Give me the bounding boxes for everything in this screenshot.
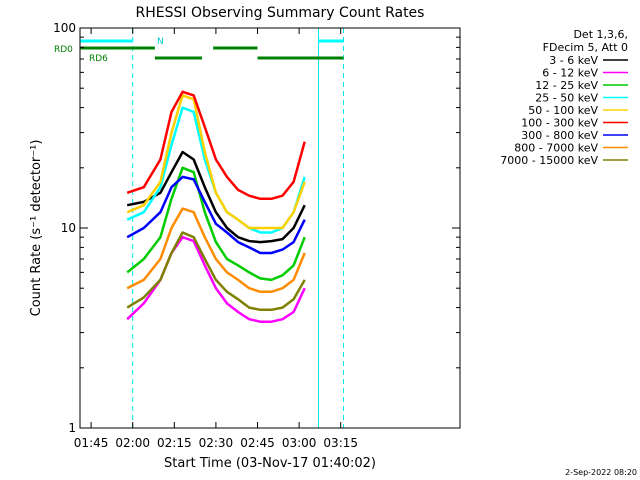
legend-label-0: 3 - 6 keV xyxy=(549,54,598,67)
y-tick-label-2: 100 xyxy=(53,21,76,35)
legend-label-4: 50 - 100 keV xyxy=(528,104,598,117)
x-axis-ticks: 01:45 02:00 02:15 02:30 02:45 03:00 03:15 xyxy=(74,28,358,450)
x-tick-label-5: 03:00 xyxy=(282,436,317,450)
x-tick-label-2: 02:15 xyxy=(157,436,192,450)
x-axis-label: Start Time (03-Nov-17 01:40:02) xyxy=(164,456,376,471)
y-axis-ticks: 1 10 100 xyxy=(53,21,460,435)
footer-timestamp: 2-Sep-2022 08:20 xyxy=(565,468,637,477)
series-line-6 xyxy=(126,175,306,255)
y-axis-label: Count Rate (s⁻¹ detector⁻¹) xyxy=(29,140,44,317)
chart-marks-group: N RD0 RD6 xyxy=(54,28,345,428)
series-line-8 xyxy=(126,231,306,312)
chart-title: RHESSI Observing Summary Count Rates xyxy=(136,5,425,21)
series-line-4 xyxy=(126,94,306,230)
series-line-2 xyxy=(126,166,306,282)
legend-label-5: 100 - 300 keV xyxy=(521,117,598,130)
x-tick-label-6: 03:15 xyxy=(323,436,358,450)
x-tick-label-1: 02:00 xyxy=(115,436,150,450)
series-line-0 xyxy=(126,150,306,244)
legend-label-8: 7000 - 15000 keV xyxy=(500,154,598,167)
legend-label-1: 6 - 12 keV xyxy=(542,67,598,80)
legend-label-2: 12 - 25 keV xyxy=(535,79,598,92)
legend-header-line-2: FDecim 5, Att 0 xyxy=(543,41,628,54)
status-label-rd0: RD0 xyxy=(54,45,73,55)
legend-label-3: 25 - 50 keV xyxy=(535,92,598,105)
y-tick-label-1: 10 xyxy=(61,221,76,235)
status-label-rd6: RD6 xyxy=(89,54,108,64)
x-tick-label-3: 02:30 xyxy=(199,436,234,450)
series-line-5 xyxy=(126,90,306,201)
y-tick-label-0: 1 xyxy=(68,421,76,435)
legend-label-6: 300 - 800 keV xyxy=(521,129,598,142)
status-label-n: N xyxy=(157,37,164,47)
legend-label-7: 800 - 7000 keV xyxy=(514,142,598,155)
legend-header-line-1: Det 1,3,6, xyxy=(573,28,628,41)
x-tick-label-0: 01:45 xyxy=(74,436,109,450)
x-tick-label-4: 02:45 xyxy=(240,436,275,450)
series-line-7 xyxy=(126,207,306,294)
